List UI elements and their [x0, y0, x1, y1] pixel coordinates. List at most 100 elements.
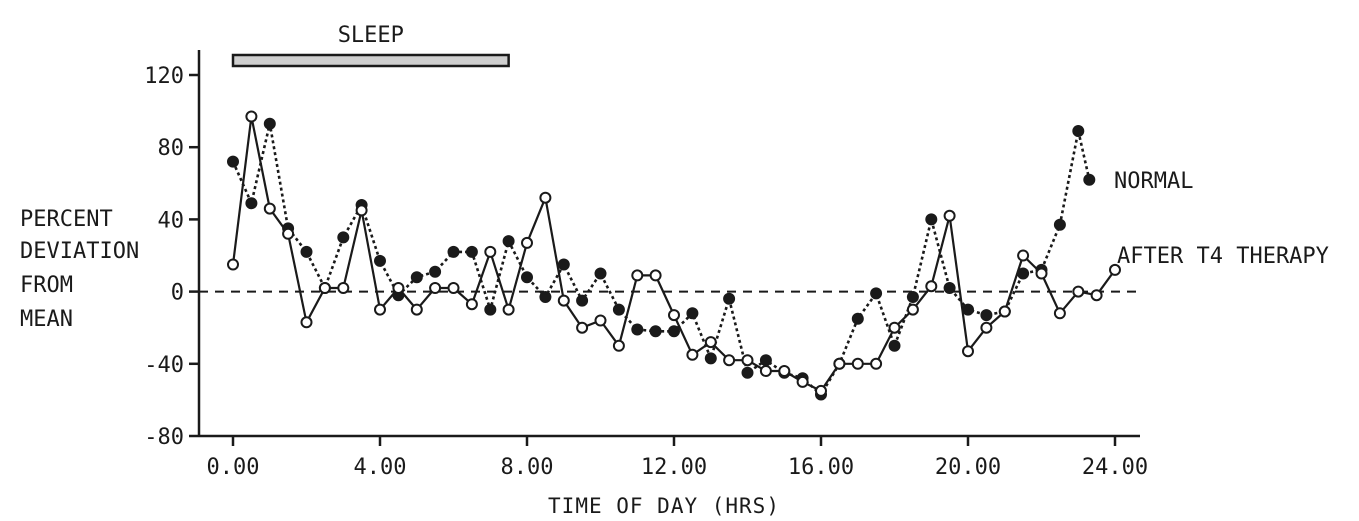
data-point-after-t4-therapy	[998, 305, 1011, 318]
data-point-after-t4-therapy	[833, 357, 846, 370]
data-point-after-t4-therapy	[1017, 249, 1030, 262]
series-label-after-t4: AFTER T4 THERAPY	[1117, 244, 1329, 269]
data-point-after-t4-therapy	[870, 357, 883, 370]
data-point-normal	[484, 303, 497, 316]
data-point-after-t4-therapy	[888, 321, 901, 334]
data-point-after-t4-therapy	[318, 282, 331, 294]
data-point-normal	[851, 312, 864, 325]
data-point-after-t4-therapy	[502, 303, 515, 316]
data-point-after-t4-therapy	[686, 348, 699, 361]
data-point-after-t4-therapy	[447, 282, 460, 294]
series-label-normal: NORMAL	[1114, 169, 1193, 194]
y-ticks: -80 -40 0 40 80 120	[144, 64, 199, 450]
data-point-normal	[1017, 267, 1030, 280]
data-point-normal	[502, 235, 515, 248]
y-tick-label: 0	[171, 281, 184, 306]
data-point-normal	[906, 291, 919, 303]
data-point-after-t4-therapy	[374, 303, 386, 316]
data-point-after-t4-therapy	[263, 202, 276, 215]
data-point-normal	[741, 366, 754, 379]
data-point-normal	[888, 339, 901, 352]
data-point-after-t4-therapy	[612, 339, 625, 352]
data-point-after-t4-therapy	[410, 303, 423, 316]
data-point-normal	[429, 265, 442, 278]
data-point-after-t4-therapy	[429, 282, 442, 294]
data-point-after-t4-therapy	[1109, 263, 1121, 276]
data-point-normal	[465, 245, 478, 258]
data-point-after-t4-therapy	[815, 384, 827, 397]
axes	[197, 50, 1140, 438]
data-point-after-t4-therapy	[631, 269, 644, 282]
data-point-normal	[649, 325, 662, 338]
x-tick-label: 24.00	[1082, 455, 1148, 480]
data-point-after-t4-therapy	[227, 258, 239, 271]
data-point-after-t4-therapy	[906, 303, 919, 316]
data-point-normal	[980, 309, 993, 322]
data-point-normal	[631, 323, 644, 336]
data-point-normal	[1072, 125, 1085, 137]
data-point-after-t4-therapy	[576, 321, 589, 334]
x-tick-label: 20.00	[935, 455, 1001, 480]
x-tick-label: 12.00	[641, 455, 707, 480]
data-point-after-t4-therapy	[704, 336, 717, 349]
ylabel-line-4: MEAN	[20, 307, 73, 332]
data-point-normal	[594, 267, 607, 280]
data-point-normal	[337, 231, 350, 244]
data-point-normal	[410, 271, 423, 284]
sleep-indicator: SLEEP	[231, 23, 510, 68]
data-point-normal	[943, 282, 956, 294]
data-point-after-t4-therapy	[980, 321, 993, 334]
data-point-normal	[1083, 173, 1096, 186]
y-tick-label: -80	[144, 425, 184, 450]
data-point-after-t4-therapy	[741, 354, 754, 367]
data-point-after-t4-therapy	[1090, 289, 1103, 302]
data-point-after-t4-therapy	[1072, 285, 1085, 298]
x-axis-title: TIME OF DAY (HRS)	[548, 494, 780, 518]
data-point-after-t4-therapy	[851, 357, 864, 370]
data-point-after-t4-therapy	[521, 236, 533, 249]
data-point-after-t4-therapy	[557, 294, 570, 307]
ylabel-line-1: PERCENT	[20, 207, 113, 232]
data-point-after-t4-therapy	[392, 282, 405, 294]
data-point-after-t4-therapy	[300, 316, 313, 329]
x-tick-label: 8.00	[501, 455, 554, 480]
data-point-normal	[962, 303, 974, 316]
data-point-normal	[227, 155, 239, 168]
data-point-after-t4-therapy	[355, 204, 368, 217]
data-point-after-t4-therapy	[1035, 267, 1048, 280]
data-point-after-t4-therapy	[594, 314, 607, 327]
data-point-normal	[521, 271, 533, 284]
data-point-after-t4-therapy	[925, 280, 938, 293]
data-point-after-t4-therapy	[962, 345, 974, 358]
data-point-normal	[870, 287, 883, 300]
data-point-normal	[300, 245, 313, 258]
data-point-normal	[1053, 218, 1066, 231]
data-point-normal	[723, 292, 736, 305]
data-point-normal	[686, 307, 699, 320]
data-point-after-t4-therapy	[943, 209, 956, 222]
data-point-normal	[925, 213, 938, 226]
data-point-normal	[759, 354, 772, 367]
data-point-normal	[668, 325, 680, 338]
data-point-after-t4-therapy	[723, 354, 736, 367]
data-point-normal	[612, 303, 625, 316]
data-point-after-t4-therapy	[1053, 307, 1066, 320]
y-tick-label: 120	[144, 64, 184, 89]
series-layer	[227, 110, 1121, 401]
x-tick-label: 4.00	[354, 455, 407, 480]
y-tick-label: 40	[158, 208, 185, 233]
data-point-normal	[263, 117, 276, 130]
x-ticks: 0.00 4.00 8.00 12.00 16.00 20.00 24.00	[207, 436, 1148, 480]
data-point-after-t4-therapy	[649, 269, 662, 282]
data-point-after-t4-therapy	[337, 282, 350, 294]
data-point-after-t4-therapy	[539, 191, 552, 204]
data-point-normal	[447, 245, 460, 258]
data-point-after-t4-therapy	[668, 309, 680, 322]
data-point-normal	[576, 294, 589, 307]
data-point-after-t4-therapy	[245, 110, 258, 123]
data-point-normal	[374, 254, 386, 267]
data-point-normal	[557, 258, 570, 271]
data-point-after-t4-therapy	[282, 227, 295, 240]
data-point-after-t4-therapy	[796, 375, 809, 388]
data-point-normal	[704, 352, 717, 365]
